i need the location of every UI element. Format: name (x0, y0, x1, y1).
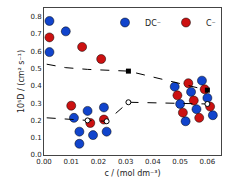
svg-text:DC⁻: DC⁻ (145, 19, 161, 28)
svg-text:0.05: 0.05 (172, 158, 188, 166)
svg-text:0.03: 0.03 (118, 158, 134, 166)
svg-text:0.7: 0.7 (30, 30, 41, 38)
svg-text:0.04: 0.04 (145, 158, 161, 166)
svg-text:0.3: 0.3 (30, 100, 41, 108)
svg-text:0.2: 0.2 (30, 117, 41, 125)
svg-text:0.5: 0.5 (30, 65, 41, 73)
svg-text:0.1: 0.1 (30, 134, 41, 142)
svg-text:0.4: 0.4 (30, 82, 42, 90)
svg-text:0.8: 0.8 (30, 13, 41, 21)
svg-text:c / (mol dm⁻³): c / (mol dm⁻³) (104, 169, 160, 178)
svg-text:0.6: 0.6 (30, 48, 42, 56)
svg-text:0.01: 0.01 (63, 158, 79, 166)
svg-text:0.0: 0.0 (30, 151, 41, 159)
svg-text:0.00: 0.00 (36, 158, 52, 166)
svg-text:10⁵D / (cm² s⁻¹): 10⁵D / (cm² s⁻¹) (17, 50, 26, 113)
svg-text:C⁻: C⁻ (206, 19, 216, 28)
svg-text:0.06: 0.06 (200, 158, 216, 166)
svg-text:0.02: 0.02 (91, 158, 107, 166)
